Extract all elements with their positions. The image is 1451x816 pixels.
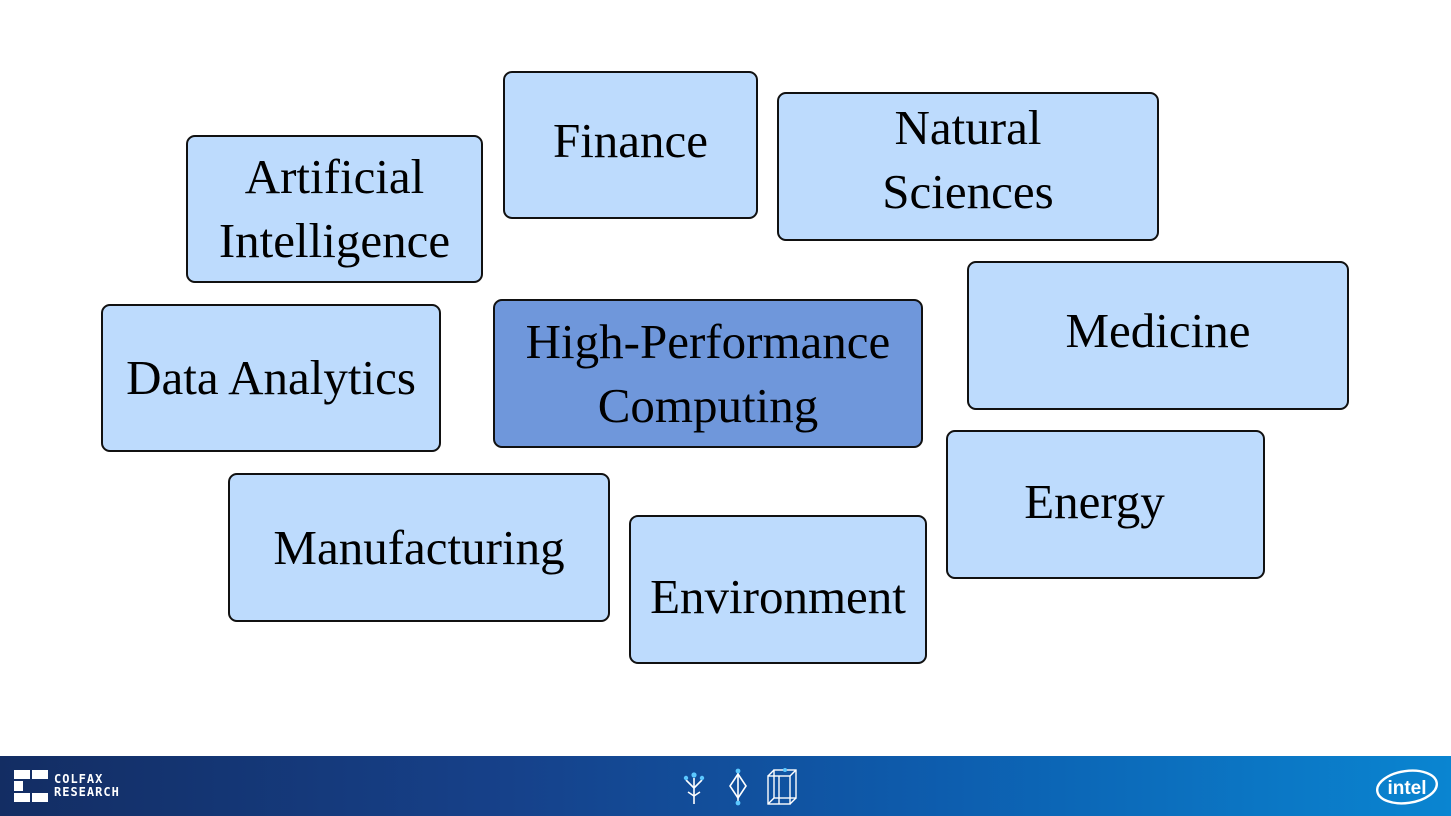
diamond-node-icon <box>729 768 747 806</box>
footer-bar: COLFAX RESEARCH <box>0 756 1451 816</box>
box-environment: Environment <box>629 515 927 664</box>
box-medicine: Medicine <box>967 261 1349 410</box>
intel-logo-icon: intel <box>1376 769 1438 805</box>
box-manufacturing: Manufacturing <box>228 473 610 622</box>
box-finance: Finance <box>503 71 758 219</box>
colfax-logo: COLFAX RESEARCH <box>14 770 120 802</box>
colfax-line1: COLFAX <box>54 772 104 786</box>
box-energy: Energy <box>946 430 1265 579</box>
box-high-performance-computing: High-Performance Computing <box>493 299 923 448</box>
colfax-wordmark: COLFAX RESEARCH <box>54 773 120 799</box>
colfax-logo-icon <box>14 770 48 802</box>
center-icons <box>683 768 797 806</box>
intel-logo-text: intel <box>1387 778 1426 799</box>
tree-circuit-icon <box>683 772 705 804</box>
box-natural-sciences: Natural Sciences <box>777 92 1159 241</box>
box-artificial-intelligence: Artificial Intelligence <box>186 135 483 283</box>
colfax-line2: RESEARCH <box>54 785 120 799</box>
cube-wireframe-icon <box>767 768 797 805</box>
box-data-analytics: Data Analytics <box>101 304 441 452</box>
